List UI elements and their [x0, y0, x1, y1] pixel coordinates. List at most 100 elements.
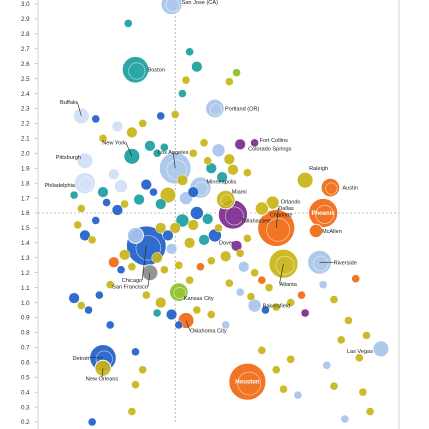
city-bubble — [234, 138, 246, 150]
bubble — [264, 283, 274, 292]
bubble — [235, 249, 245, 258]
bubble — [243, 234, 252, 243]
city-label: Chicago — [122, 278, 143, 284]
city-label: Raleigh — [309, 166, 328, 172]
bubble — [196, 262, 205, 272]
city-label: Fort Collins — [260, 138, 288, 144]
bubble — [73, 220, 82, 230]
city-label: Colorado Springs — [248, 146, 291, 152]
bubble — [116, 265, 126, 275]
bubble — [185, 47, 194, 57]
city-label: Minneapolis — [206, 180, 236, 186]
bubble — [211, 143, 226, 158]
bubble — [198, 234, 210, 246]
city-label: Portland (OR) — [225, 107, 260, 113]
bubble — [87, 235, 97, 245]
bubble — [297, 290, 306, 300]
bubble — [108, 256, 120, 268]
label-leader-line — [279, 263, 284, 284]
y-tick-label: 2.8 — [21, 31, 30, 38]
label-leader-line — [275, 207, 279, 228]
y-tick-label: 0.8 — [21, 330, 30, 337]
bubble — [202, 213, 214, 225]
bubble — [84, 305, 93, 315]
bubble — [329, 381, 339, 391]
city-label: Tallahassee — [241, 218, 271, 224]
bubble — [243, 168, 252, 177]
city-label: Dallas — [278, 206, 294, 212]
bubble — [187, 186, 199, 198]
city-label: Riverside — [334, 260, 357, 266]
city-label: Buffalo — [60, 100, 77, 106]
bubble — [162, 229, 174, 242]
y-tick-label: 0.6 — [21, 359, 30, 366]
city-label: Dover — [219, 240, 234, 246]
bubble — [250, 268, 259, 278]
bubble-ring — [128, 62, 146, 80]
bubble — [165, 308, 178, 321]
bubble — [160, 143, 169, 152]
bubble-ring — [266, 217, 290, 242]
bubble-ring — [165, 0, 180, 12]
bubble — [358, 387, 368, 397]
y-tick-label: 2.5 — [21, 76, 30, 83]
y-tick-label: 2.3 — [21, 106, 30, 113]
y-tick-label: 3.0 — [21, 1, 30, 8]
bubble-ring — [209, 103, 222, 116]
y-tick-label: 1.2 — [21, 270, 30, 277]
label-leader-line — [125, 142, 133, 157]
bubble — [169, 222, 181, 234]
bubble — [257, 275, 267, 285]
city-bubble — [308, 223, 324, 239]
y-tick-label: 1.7 — [21, 195, 30, 202]
bubble — [322, 360, 332, 370]
y-tick-label: 0.3 — [21, 404, 30, 411]
bubble — [293, 390, 303, 400]
bubble — [191, 61, 203, 73]
bubble — [184, 237, 196, 249]
city-label: San Jose (CA) — [182, 0, 219, 6]
city-label: New Orleans — [86, 376, 119, 382]
bubble — [175, 213, 190, 228]
bubble — [176, 174, 189, 186]
bubble — [111, 204, 124, 216]
bubble — [318, 280, 328, 289]
bubble-ring — [325, 182, 338, 195]
bubble — [279, 384, 288, 394]
bubble — [329, 295, 339, 304]
city-bubble — [265, 195, 280, 210]
bubble — [160, 265, 169, 275]
city-label: Orlando — [281, 200, 301, 206]
y-tick-label: 2.9 — [21, 16, 30, 23]
bubble — [77, 204, 86, 213]
bubble — [261, 305, 270, 315]
bubble — [155, 198, 167, 210]
bubble-ring — [79, 177, 93, 192]
bubble — [149, 187, 158, 197]
bubble — [138, 119, 147, 128]
bubble — [98, 134, 108, 143]
y-tick-label: 1.1 — [21, 285, 30, 292]
city-bubble — [308, 197, 339, 229]
city-bubble — [121, 55, 150, 84]
bubble — [102, 198, 111, 207]
bubble-ring — [313, 255, 329, 272]
bubble — [111, 120, 124, 133]
bubble — [126, 126, 138, 138]
bubble — [365, 407, 375, 416]
bubble — [286, 298, 295, 307]
bubble — [225, 77, 234, 86]
city-label: Las Vegas — [347, 349, 373, 355]
bubble — [246, 292, 256, 301]
bubble-ring — [225, 206, 244, 226]
bubble — [105, 280, 115, 289]
city-label: Austin — [342, 186, 358, 192]
bubble — [119, 249, 131, 261]
bubble — [144, 140, 156, 152]
bubble — [152, 308, 162, 318]
bubble — [113, 178, 129, 194]
bubble — [156, 111, 166, 121]
bubble — [271, 365, 281, 375]
bubble — [185, 275, 194, 285]
